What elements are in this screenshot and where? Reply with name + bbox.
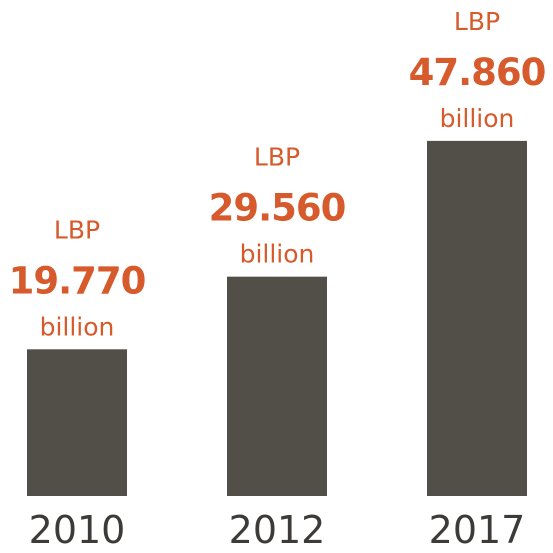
data-label-prefix: LBP [254, 143, 300, 172]
x-tick-label: 2012 [229, 508, 326, 552]
bar-2017 [427, 140, 527, 497]
data-label-prefix: LBP [454, 7, 500, 36]
data-label-value: 19.770 [9, 259, 146, 302]
bar-2010 [27, 349, 127, 496]
data-label-value: 47.860 [409, 51, 546, 94]
data-label-prefix: LBP [54, 215, 100, 244]
x-tick-label: 2017 [429, 508, 526, 552]
data-label-unit: billion [440, 104, 515, 133]
data-label-unit: billion [40, 312, 115, 341]
x-tick-label: 2010 [29, 508, 126, 552]
data-label-unit: billion [240, 240, 315, 269]
bar-2012 [227, 276, 327, 496]
data-label-value: 29.560 [209, 187, 346, 230]
